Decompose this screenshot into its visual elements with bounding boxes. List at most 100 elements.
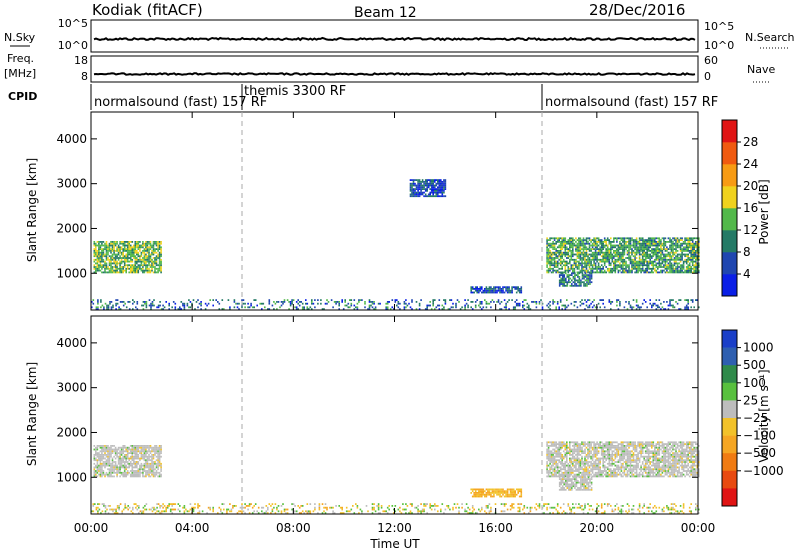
power-cell	[646, 248, 648, 250]
power-cell	[443, 188, 445, 190]
power-cell	[585, 248, 588, 250]
power-cell	[570, 264, 573, 267]
velocity-cell	[562, 455, 565, 458]
power-cell	[107, 246, 109, 249]
velocity-cell	[610, 454, 612, 456]
velocity-cell	[93, 455, 96, 458]
velocity-cell	[606, 448, 609, 451]
power-cell	[634, 242, 636, 245]
velocity-cell	[644, 468, 647, 471]
power-cell	[420, 181, 422, 183]
power-cell	[588, 239, 591, 241]
power-cell	[111, 258, 114, 261]
power-cell	[145, 306, 148, 309]
power-cell	[204, 302, 207, 305]
velocity-cell	[622, 462, 624, 465]
velocity-cell	[105, 445, 108, 447]
power-cell	[421, 193, 424, 196]
power-cell	[555, 251, 557, 254]
velocity-cell	[152, 450, 155, 453]
power-cell	[564, 244, 567, 247]
power-cell	[134, 257, 137, 259]
power-cell	[443, 181, 445, 183]
velocity-cell	[547, 471, 550, 474]
power-cell	[560, 279, 562, 282]
power-cell	[125, 264, 127, 267]
power-cell	[605, 244, 607, 247]
velocity-cell	[556, 448, 559, 451]
power-cell	[619, 244, 621, 247]
power-cell	[663, 308, 665, 310]
power-cell	[418, 191, 421, 194]
velocity-cell	[637, 475, 639, 478]
power-cell	[684, 253, 686, 256]
velocity-cell	[137, 470, 140, 472]
power-cell	[585, 253, 588, 256]
power-cell	[151, 269, 153, 272]
power-cell	[158, 257, 161, 259]
velocity-cell	[619, 471, 621, 474]
velocity-cell	[611, 462, 614, 465]
power-cell	[660, 246, 662, 249]
power-cell	[603, 306, 606, 309]
velocity-cell	[154, 446, 156, 449]
velocity-cell	[131, 464, 134, 467]
velocity-cell	[559, 443, 562, 445]
power-cell	[149, 248, 152, 250]
velocity-cell	[149, 452, 152, 454]
velocity-cell	[113, 470, 115, 472]
power-cell	[570, 267, 573, 270]
power-cell	[658, 260, 661, 263]
power-cell	[559, 244, 562, 247]
power-cell	[602, 255, 604, 258]
velocity-cell	[559, 454, 562, 456]
power-cell	[560, 272, 562, 275]
velocity-cell	[546, 455, 548, 458]
power-cell	[681, 258, 683, 261]
power-cell	[553, 244, 556, 247]
power-cell	[651, 250, 653, 252]
power-cell	[473, 288, 475, 290]
power-cell	[693, 250, 695, 252]
velocity-cell	[561, 468, 563, 471]
velocity-cell	[93, 473, 96, 476]
velocity-cell	[579, 445, 582, 447]
power-cell	[622, 246, 624, 249]
power-cell	[267, 308, 269, 310]
power-cell	[429, 179, 431, 181]
velocity-cell	[608, 459, 611, 462]
power-cell	[581, 267, 583, 270]
power-cell	[672, 253, 674, 256]
velocity-cell	[553, 470, 556, 472]
power-cell	[379, 302, 381, 305]
velocity-cell	[145, 466, 147, 469]
velocity-cell	[552, 461, 554, 463]
power-cell	[594, 250, 597, 252]
power-cell	[646, 253, 648, 256]
power-cell	[591, 258, 594, 261]
power-cell	[95, 253, 97, 256]
power-cell	[628, 237, 630, 240]
power-cell	[602, 244, 604, 247]
power-cell	[641, 269, 644, 272]
power-cell	[500, 289, 503, 292]
power-cell	[430, 188, 433, 190]
velocity-cell	[593, 446, 595, 449]
power-cell	[644, 248, 647, 250]
power-cell	[695, 271, 697, 274]
power-cell	[500, 291, 503, 294]
power-cell	[635, 308, 638, 310]
power-cell	[578, 244, 580, 247]
velocity-cell	[143, 452, 146, 454]
power-cell	[370, 301, 372, 303]
power-cell	[597, 267, 600, 270]
velocity-cell	[596, 459, 598, 462]
power-cell	[119, 262, 121, 265]
power-cell	[641, 248, 644, 250]
velocity-cell	[148, 462, 150, 465]
power-cell	[133, 248, 135, 250]
power-cell	[438, 188, 441, 190]
power-cell	[429, 182, 431, 185]
velocity-cell	[104, 445, 106, 447]
power-cell	[614, 262, 617, 265]
